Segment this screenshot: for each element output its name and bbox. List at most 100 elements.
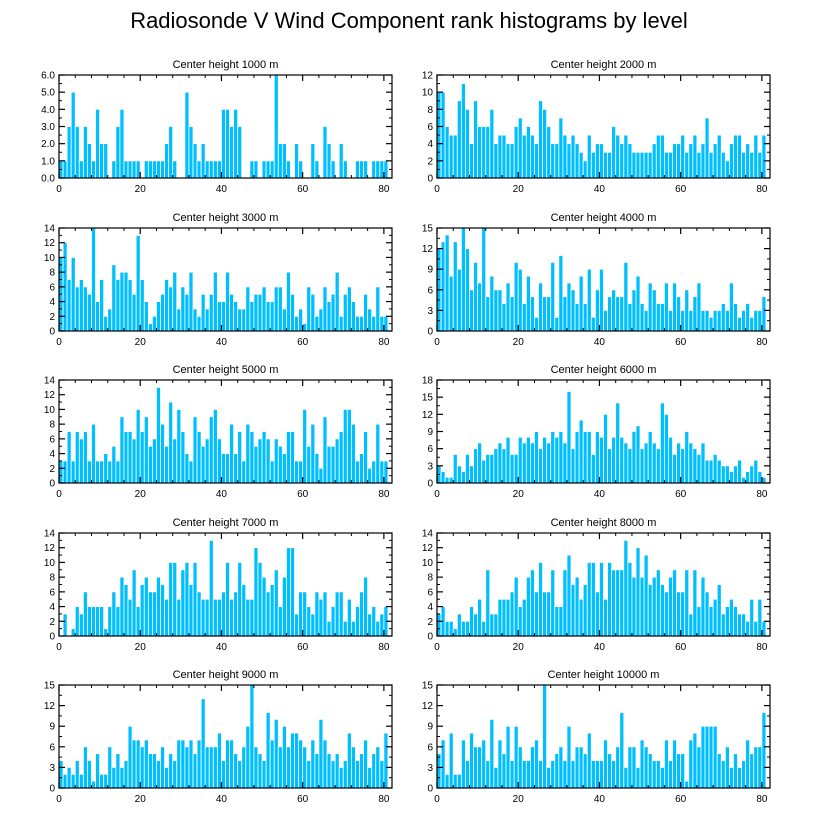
histogram-bar [82,746,88,789]
histogram-bar [627,448,633,484]
histogram-bar [534,591,539,637]
histogram-panel: Center height 5000 m 0 20 40 60 80 0 2 4 6 8 10 12 14 [44,364,393,500]
histogram-bar [664,591,669,637]
histogram-bar [485,126,491,179]
y-tick-label: 12 [422,244,434,255]
histogram-bar [103,628,109,637]
y-tick-label: 6 [427,742,433,753]
histogram-bar [273,569,279,637]
histogram-bar [444,773,450,789]
histogram-bar [200,293,206,332]
histogram-bar [286,271,291,332]
histogram-bar [704,309,710,332]
histogram-bar [318,718,324,789]
histogram-bar [95,460,101,484]
histogram-bar [452,773,458,789]
histogram-bar [716,134,722,179]
histogram-bar [115,606,121,637]
x-tick-label: 20 [513,642,525,653]
histogram-bar [489,718,495,789]
histogram-bar [599,436,604,484]
x-tick-label: 80 [756,337,768,348]
histogram-bar [99,606,105,637]
histogram-bar [655,134,661,179]
histogram-bar [469,143,474,179]
histogram-bar [221,760,226,789]
histogram-bar [655,448,661,484]
histogram-bar [164,445,170,484]
histogram-bar [530,442,535,484]
y-tick-label: 0 [427,174,433,185]
histogram-bar [741,760,747,789]
y-tick-label: 10 [44,558,56,569]
histogram-bar [761,712,767,789]
histogram-bar [753,746,759,789]
histogram-bar [534,316,539,332]
histogram-bar [570,134,576,179]
histogram-bar [208,539,214,637]
histogram-bar [330,760,336,789]
histogram-bar [135,234,141,332]
histogram-bar [485,760,491,789]
histogram-bar [728,767,734,789]
histogram-bar [546,591,552,637]
histogram-bar [562,760,568,789]
histogram-bar [696,151,702,179]
histogram-bar [501,303,507,332]
histogram-bar [326,143,332,179]
histogram-bar [456,268,462,332]
y-tick-label: 6 [427,444,433,455]
histogram-bar [371,315,377,332]
histogram-bar [359,160,364,179]
histogram-bar [720,303,726,332]
histogram-bar [58,460,64,484]
panel-title: Center height 4000 m [551,212,657,224]
histogram-bar [448,732,454,789]
histogram-bar [350,301,356,332]
histogram-bar [741,613,747,637]
histogram-bar [521,442,527,484]
histogram-bar [578,275,584,332]
histogram-bar [672,282,677,332]
histogram-bar [513,725,519,789]
y-tick-label: 4 [49,602,55,613]
histogram-bar [513,261,519,332]
histogram-bar [599,143,604,179]
histogram-bar [599,268,604,332]
histogram-bar [326,753,332,789]
histogram-bar [481,459,487,484]
histogram-bar [615,134,621,179]
histogram-bar [103,453,109,484]
histogram-bar [465,248,470,332]
histogram-bar [184,562,190,637]
histogram-bar [152,438,157,484]
x-tick-label: 40 [594,794,606,805]
histogram-bar [696,282,702,332]
histogram-bar [74,606,80,637]
histogram-bar [375,620,381,637]
histogram-bar [611,126,617,179]
histogram-bar [558,606,564,637]
histogram-bar [139,279,145,332]
histogram-bar [534,431,539,484]
histogram-bar [91,423,96,484]
histogram-bar [619,296,625,332]
histogram-bar [306,445,312,484]
histogram-bar [367,467,373,484]
histogram-bar [119,271,125,332]
histogram-bar [574,143,580,179]
y-tick-label: 8 [49,420,55,431]
histogram-bar [200,445,206,484]
histogram-bar [469,606,474,637]
histogram-bar [676,442,682,484]
histogram-bar [578,598,584,637]
histogram-bar [192,562,198,637]
histogram-bar [139,584,145,637]
y-tick-label: 14 [44,376,56,387]
histogram-bar [281,576,287,637]
histogram-bar [643,309,649,332]
histogram-bar [501,134,507,179]
histogram-bar [635,767,641,789]
histogram-bar [237,431,243,484]
histogram-bar [489,108,495,179]
